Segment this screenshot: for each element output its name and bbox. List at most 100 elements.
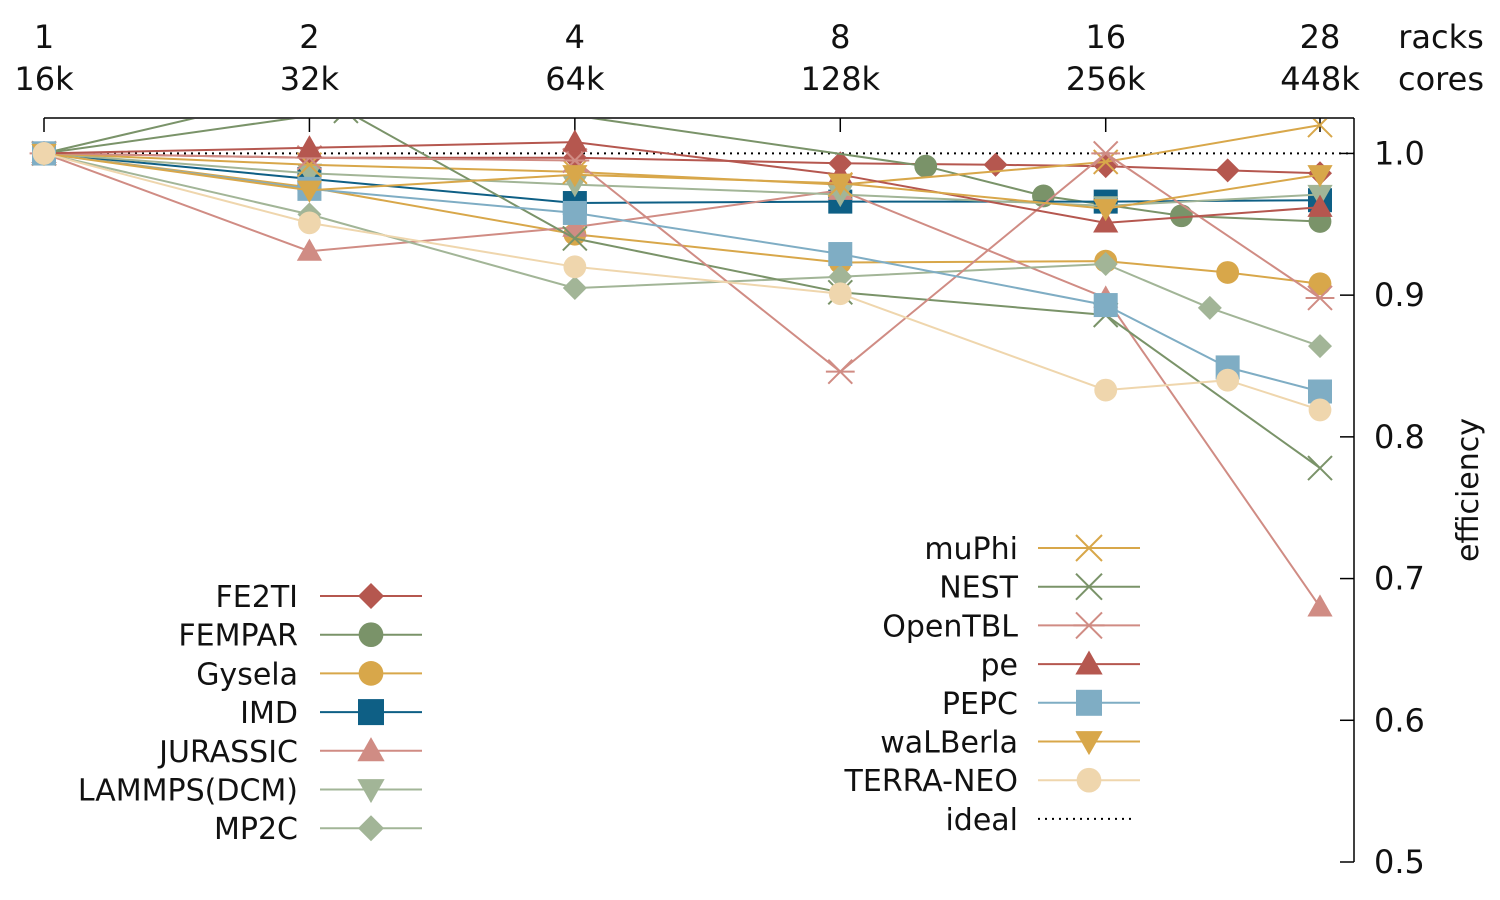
y-tick-label: 0.7 (1374, 560, 1425, 598)
legend-label: JURASSIC (157, 735, 298, 770)
legend-marker (358, 622, 384, 648)
series-layer (29, 119, 1335, 617)
legend-item-jurassic: JURASSIC (157, 735, 422, 770)
data-point-fempar (914, 154, 938, 178)
data-point-pe (562, 129, 588, 152)
data-point-walberla (1093, 199, 1119, 222)
cores-tick-label: 128k (800, 60, 880, 98)
racks-axis-label: racks (1398, 18, 1484, 56)
series-line-fempar (43, 119, 1321, 223)
data-point-terra-neo (298, 211, 321, 235)
legend-label: Gysela (196, 657, 298, 692)
legend-item-pepc: PEPC (942, 687, 1140, 722)
racks-tick-label: 8 (830, 18, 850, 56)
data-point-gysela (1216, 261, 1240, 284)
cores-tick-label: 16k (14, 60, 74, 98)
racks-tick-label: 2 (299, 18, 319, 56)
data-point-pepc (1093, 293, 1118, 318)
y-tick-label: 1.0 (1374, 134, 1425, 172)
data-point-jurassic (296, 238, 323, 261)
data-point-opentbl (825, 358, 855, 385)
data-point-terra-neo (1216, 368, 1240, 392)
data-point-opentbl (1091, 140, 1121, 167)
legend-label: OpenTBL (882, 609, 1018, 644)
legend-label: NEST (939, 571, 1018, 606)
legend-label: PEPC (942, 687, 1018, 722)
data-point-fempar (1170, 204, 1193, 228)
racks-tick-label: 4 (565, 18, 585, 56)
cores-axis-label: cores (1398, 60, 1484, 98)
data-point-jurassic (1307, 594, 1333, 617)
legend-item-imd: IMD (240, 696, 422, 731)
legend-marker (1075, 534, 1103, 562)
legend-marker (358, 699, 384, 726)
legend-marker (357, 779, 385, 804)
racks-tick-label: 1 (34, 18, 54, 56)
legend-marker (358, 815, 384, 842)
legend-item-fe2ti: FE2TI (216, 580, 422, 615)
data-point-mp2c (828, 264, 853, 289)
data-point-mp2c (1308, 334, 1332, 359)
data-point-muphi (1307, 119, 1333, 138)
cores-tick-label: 32k (280, 60, 340, 98)
data-point-pepc (828, 242, 853, 267)
legend-marker (1075, 572, 1103, 601)
data-point-pe (1307, 194, 1333, 217)
legend-item-lammps-dcm: LAMMPS(DCM) (78, 774, 422, 809)
legend-label: FEMPAR (178, 619, 298, 654)
series-line-walberla (43, 152, 1321, 210)
data-point-fe2ti (1215, 158, 1240, 183)
data-point-terra-neo (1308, 398, 1332, 422)
data-point-nest (562, 225, 588, 252)
legend-item-terra-neo: TERRA-NEO (844, 764, 1140, 799)
legend-item-fempar: FEMPAR (178, 619, 422, 654)
series-line-jurassic (43, 152, 1321, 608)
data-point-opentbl (1305, 285, 1335, 311)
legend-marker (357, 737, 385, 762)
legend-label: FE2TI (216, 580, 298, 615)
data-point-mp2c (562, 276, 587, 301)
data-point-walberla (562, 165, 588, 188)
legend-item-muphi: muPhi (924, 532, 1140, 567)
cores-tick-label: 256k (1066, 60, 1146, 98)
cores-tick-label: 64k (545, 60, 605, 98)
legend-item-walberla: waLBerla (880, 726, 1140, 761)
legend-label: pe (981, 648, 1019, 683)
y-tick-label: 0.8 (1374, 418, 1425, 456)
data-point-walberla (296, 180, 323, 203)
legend-item-opentbl: OpenTBL (882, 609, 1140, 644)
data-point-mp2c (1093, 251, 1118, 276)
legend-marker (1075, 731, 1103, 756)
racks-tick-label: 28 (1300, 18, 1341, 56)
data-point-walberla (827, 173, 853, 196)
cores-tick-label: 448k (1280, 60, 1360, 98)
legend-label: TERRA-NEO (844, 764, 1018, 799)
y-axis-title: efficiency (1451, 418, 1486, 562)
data-point-pe (1093, 210, 1119, 233)
legend-label: MP2C (214, 812, 298, 847)
data-point-walberla (1307, 165, 1333, 188)
series-line-opentbl (43, 152, 1321, 373)
legend-item-gysela: Gysela (196, 657, 422, 692)
legend-marker (1073, 611, 1105, 640)
legend-label: IMD (240, 696, 298, 731)
data-point-terra-neo (828, 282, 852, 306)
data-point-lammps-dcm (296, 163, 323, 186)
y-tick-label: 0.6 (1374, 701, 1425, 739)
data-point-terra-neo (1094, 378, 1118, 402)
legend-item-mp2c: MP2C (214, 812, 422, 847)
data-point-pepc (562, 200, 587, 225)
axes: 1 16k 2 32k 4 64k 8 128k 16 256k 28 448k racks cores 0… (14, 18, 1484, 881)
legend-item-nest: NEST (939, 571, 1140, 606)
legend-label: ideal (945, 803, 1018, 838)
legend-marker (358, 583, 384, 609)
legend-item-ideal: ideal (945, 803, 1134, 838)
series-line-pe (43, 141, 1321, 224)
legend-marker (1076, 689, 1102, 716)
legend-marker (1075, 650, 1103, 675)
data-point-terra-neo (32, 142, 56, 165)
legend-label: waLBerla (880, 726, 1018, 761)
legend-label: muPhi (924, 532, 1018, 567)
